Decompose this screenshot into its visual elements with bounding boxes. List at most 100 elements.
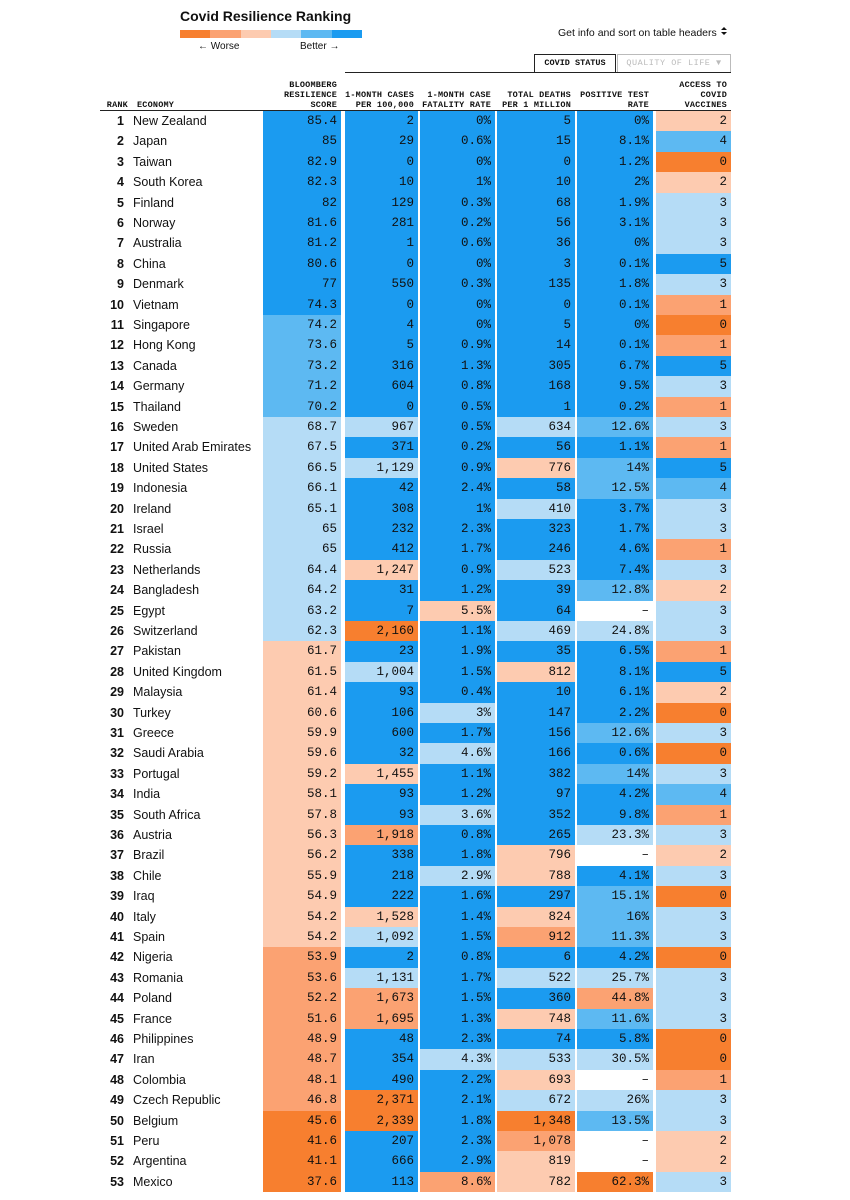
economy: Italy	[133, 909, 156, 924]
data-cell: 912	[497, 927, 575, 948]
rank: 45	[110, 1011, 124, 1026]
data-cell: 42	[345, 478, 418, 499]
economy: Bangladesh	[133, 583, 200, 598]
data-cell: 74.2	[263, 315, 341, 336]
data-cell: 1,004	[345, 661, 418, 683]
data-cell: 58.1	[263, 784, 341, 805]
economy: Canada	[133, 358, 177, 373]
data-cell: 64.2	[263, 580, 341, 601]
data-cell: 7.4%	[577, 559, 653, 581]
rank: 20	[110, 501, 124, 516]
rank: 21	[110, 522, 124, 536]
economy: Hong Kong	[133, 338, 196, 353]
legend-better: Better →	[300, 41, 340, 52]
data-cell: 5	[497, 111, 575, 132]
data-cell: 0	[497, 294, 575, 315]
data-cell: 15.1%	[577, 886, 653, 907]
economy: Australia	[133, 236, 182, 251]
economy: South Africa	[133, 807, 201, 822]
data-cell: 604	[345, 376, 418, 397]
data-cell: 3	[656, 1171, 731, 1193]
data-cell: 0	[656, 1029, 731, 1050]
rank: 32	[110, 746, 124, 761]
data-cell: 1,078	[497, 1131, 575, 1152]
data-cell: 30.5%	[577, 1049, 653, 1070]
data-cell: 0%	[577, 315, 653, 336]
column-header[interactable]: 1-MONTH CASES PER 100,000	[345, 90, 414, 110]
data-cell: 106	[345, 702, 418, 723]
data-cell: 32	[345, 743, 418, 764]
data-cell: 3	[656, 927, 731, 948]
data-cell: 1	[656, 396, 731, 417]
data-cell: 1	[656, 437, 731, 458]
column-header[interactable]: BLOOMBERG RESILIENCE SCORE	[283, 80, 337, 110]
data-cell: 65.1	[263, 498, 341, 519]
data-cell: 1.5%	[420, 927, 495, 948]
data-cell: 1.9%	[577, 192, 653, 213]
economy: Japan	[133, 134, 168, 149]
data-cell: 8.1%	[577, 661, 653, 683]
economy: Egypt	[133, 603, 165, 618]
data-cell: 4.2%	[577, 947, 653, 968]
data-cell: 1.8%	[420, 1110, 495, 1131]
economy: Iran	[133, 1052, 155, 1067]
data-cell: 82.9	[263, 151, 341, 173]
data-cell: 3	[656, 233, 731, 254]
data-cell: 2,339	[345, 1110, 418, 1131]
column-header[interactable]: 1-MONTH CASE FATALITY RATE	[422, 90, 491, 110]
data-cell: 1.7%	[420, 723, 495, 744]
data-cell: 93	[345, 682, 418, 703]
rank: 49	[110, 1093, 124, 1108]
data-cell: 2	[656, 172, 731, 193]
data-cell: 246	[497, 539, 575, 560]
data-cell: 3	[656, 763, 731, 785]
column-header[interactable]: TOTAL DEATHS PER 1 MILLION	[502, 90, 571, 110]
rank: 31	[110, 726, 124, 740]
data-cell: 0.1%	[577, 253, 653, 275]
economy: United Kingdom	[133, 664, 222, 679]
data-cell: 0.8%	[420, 825, 495, 846]
data-cell: 5	[345, 335, 418, 356]
column-header[interactable]: POSITIVE TEST RATE	[580, 90, 649, 110]
data-cell: 218	[345, 865, 418, 887]
tab-quality[interactable]: QUALITY OF LIFE ▼	[617, 54, 731, 73]
data-cell: 1	[656, 641, 731, 662]
column-header[interactable]: ACCESS TO COVID VACCINES	[679, 80, 727, 110]
data-cell: 4	[656, 784, 731, 805]
data-cell: 232	[345, 519, 418, 540]
data-cell: 352	[497, 804, 575, 825]
data-cell: –	[577, 600, 653, 621]
data-cell: 0.8%	[420, 947, 495, 968]
economy: United Arab Emirates	[133, 440, 252, 455]
economy: Denmark	[133, 277, 184, 292]
data-cell: 73.6	[263, 335, 341, 356]
legend-swatch	[301, 30, 332, 38]
legend-swatch	[270, 30, 302, 38]
data-cell: 10	[497, 172, 575, 193]
rank: 46	[110, 1032, 124, 1046]
economy: Greece	[133, 726, 174, 740]
data-cell: 70.2	[263, 396, 341, 417]
data-cell: 812	[497, 661, 575, 683]
data-cell: 36	[497, 233, 575, 254]
data-cell: 776	[497, 457, 575, 479]
data-cell: 1.6%	[420, 886, 495, 907]
tab-covid[interactable]: COVID STATUS	[534, 54, 616, 73]
data-cell: 46.8	[263, 1090, 341, 1111]
data-cell: 57.8	[263, 804, 341, 825]
data-cell: 48.1	[263, 1069, 341, 1091]
data-cell: –	[577, 1131, 653, 1152]
data-cell: 81.6	[263, 213, 341, 234]
rank: 19	[110, 481, 124, 496]
data-cell: 10	[345, 172, 418, 193]
data-cell: 2.9%	[420, 1151, 495, 1172]
economy: Colombia	[133, 1072, 186, 1087]
data-cell: 71.2	[263, 376, 341, 397]
data-cell: 35	[497, 641, 575, 662]
data-cell: 1.8%	[577, 274, 653, 295]
data-cell: 788	[497, 865, 575, 887]
data-cell: 81.2	[263, 233, 341, 254]
economy: Ireland	[133, 501, 172, 516]
data-cell: 4	[656, 478, 731, 499]
data-cell: 2	[656, 1151, 731, 1172]
